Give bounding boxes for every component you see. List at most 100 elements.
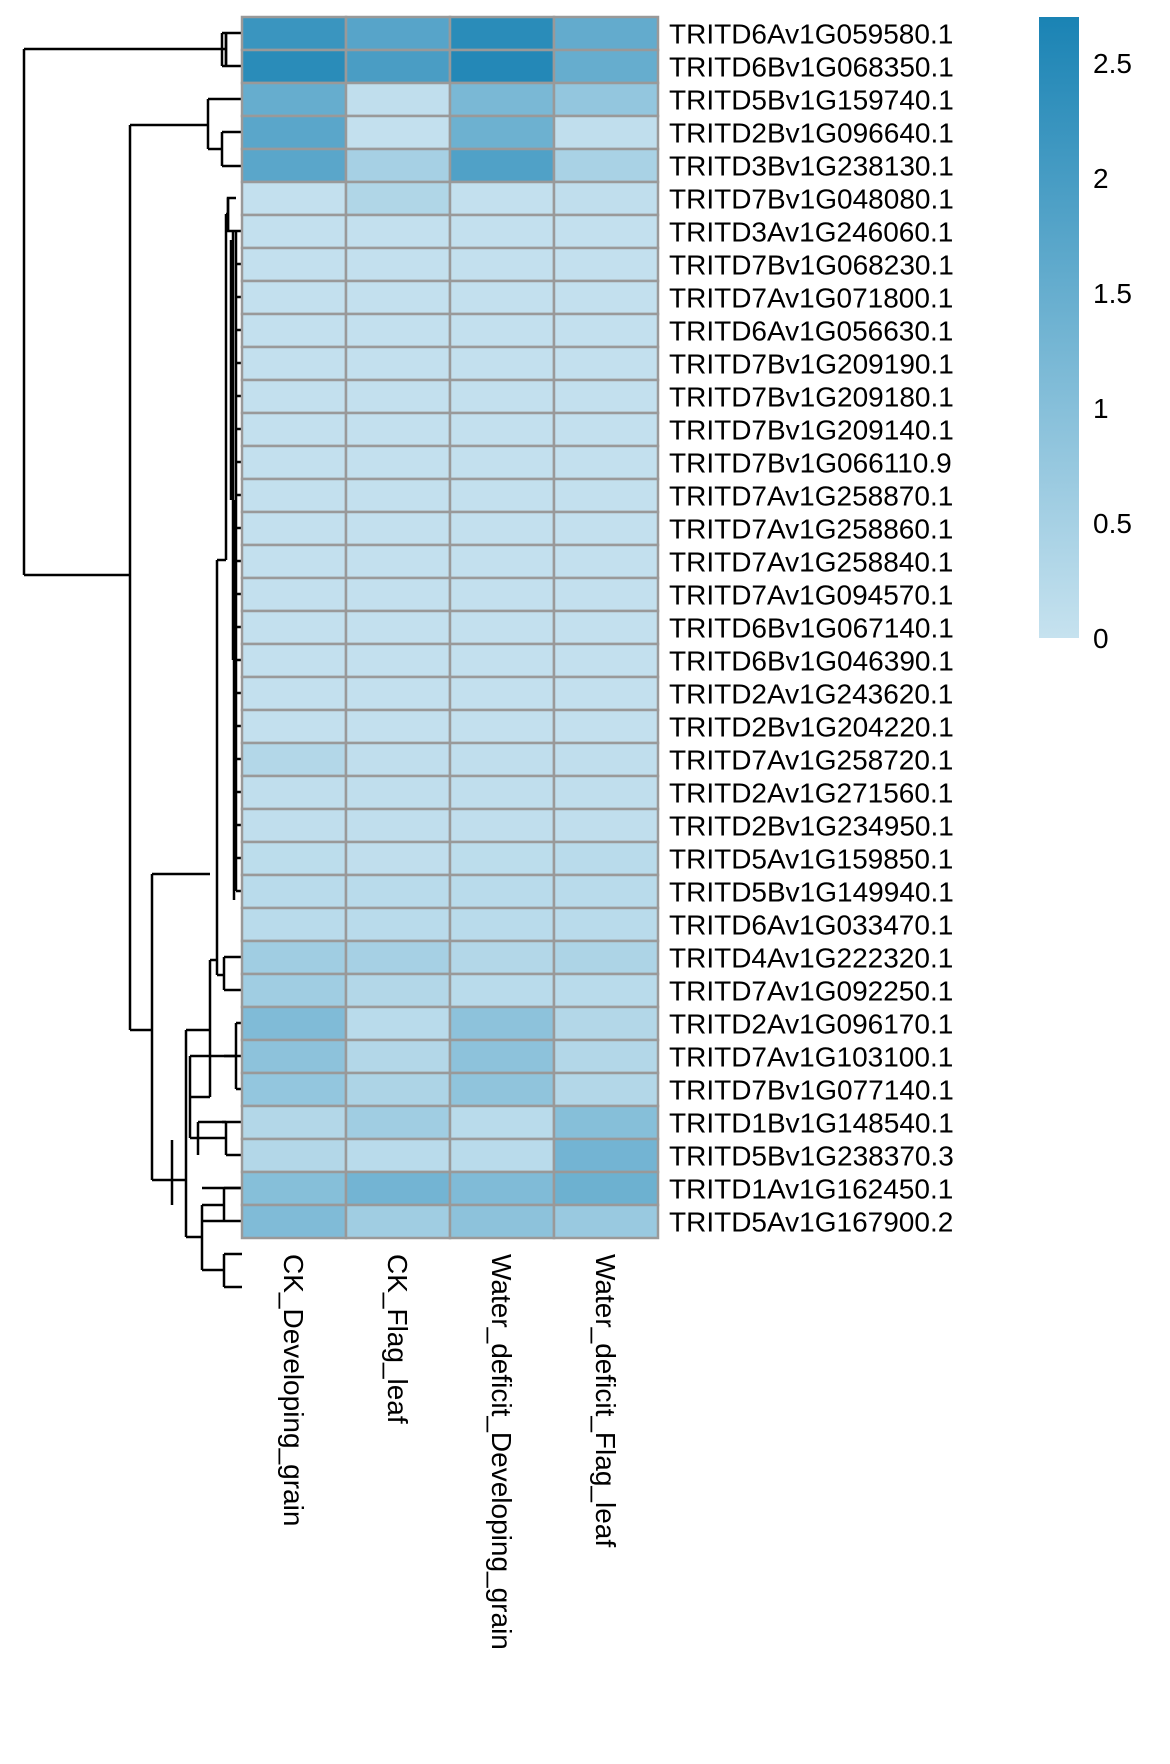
heatmap-cell	[448, 411, 556, 448]
heatmap-cell	[344, 444, 452, 481]
dendrogram-branch	[222, 955, 242, 992]
color-legend: 0 0.5 1 1.5 2 2.5	[1039, 17, 1132, 654]
heatmap-cell	[344, 675, 452, 712]
heatmap-cell	[552, 906, 660, 943]
heatmap-cell	[552, 1038, 660, 1075]
heatmap-cell	[240, 279, 348, 316]
row-label: TRITD6Bv1G068350.1	[669, 52, 954, 83]
heatmap-cell	[344, 510, 452, 547]
heatmap-cell	[344, 411, 452, 448]
heatmap-cell	[552, 378, 660, 415]
dendrogram-branch	[206, 97, 242, 151]
heatmap-cell	[448, 1038, 556, 1075]
heatmap-cell	[448, 1170, 556, 1207]
heatmap-cell	[448, 972, 556, 1009]
heatmap-cell	[240, 939, 348, 976]
heatmap-cell	[344, 477, 452, 514]
heatmap-cell	[240, 378, 348, 415]
heatmap-cell	[448, 48, 556, 85]
dendrogram-branch	[222, 1186, 242, 1223]
heatmap-cell	[240, 15, 348, 52]
heatmap-cell	[448, 345, 556, 382]
heatmap-cell	[552, 114, 660, 151]
row-label: TRITD2Av1G243620.1	[669, 679, 953, 710]
dendrogram-branch	[224, 1021, 242, 1091]
heatmap-cell	[552, 873, 660, 910]
heatmap-cell	[240, 1038, 348, 1075]
heatmap-cell	[240, 81, 348, 118]
heatmap-cell	[240, 840, 348, 877]
heatmap-cell	[552, 675, 660, 712]
heatmap-cell	[552, 576, 660, 613]
heatmap-cell	[240, 444, 348, 481]
heatmap-cell	[552, 840, 660, 877]
heatmap-cell	[552, 1137, 660, 1174]
row-label: TRITD1Av1G162450.1	[669, 1174, 953, 1205]
heatmap-cell	[448, 81, 556, 118]
heatmap-cell	[240, 411, 348, 448]
column-label: Water_deficit_Flag_leaf	[590, 1254, 621, 1547]
heatmap-cell	[344, 873, 452, 910]
dendrogram-branch	[215, 558, 226, 977]
heatmap-cell	[240, 477, 348, 514]
row-label: TRITD7Bv1G068230.1	[669, 250, 954, 281]
heatmap-cell	[448, 1137, 556, 1174]
row-label: TRITD7Bv1G209140.1	[669, 415, 954, 446]
heatmap-cell	[240, 675, 348, 712]
heatmap-cell	[448, 213, 556, 250]
row-label: TRITD7Bv1G066110.9	[669, 448, 952, 479]
heatmap-cell	[448, 708, 556, 745]
row-label: TRITD7Av1G092250.1	[669, 976, 953, 1007]
dendrogram-branch	[222, 33, 228, 66]
row-label: TRITD1Bv1G148540.1	[669, 1108, 954, 1139]
heatmap-cell	[344, 543, 452, 580]
heatmap-cell	[552, 972, 660, 1009]
heatmap-cell	[448, 147, 556, 184]
heatmap-cell	[448, 1203, 556, 1240]
heatmap-cell	[344, 1005, 452, 1042]
row-label: TRITD7Bv1G209180.1	[669, 382, 954, 413]
heatmap-cell	[240, 147, 348, 184]
heatmap-cell	[448, 939, 556, 976]
heatmap-cell	[552, 1104, 660, 1141]
dendrogram-branch	[222, 1252, 242, 1289]
heatmap-cell	[552, 15, 660, 52]
heatmap-cell	[240, 774, 348, 811]
dendrogram-branch	[150, 872, 210, 1182]
row-label: TRITD6Av1G056630.1	[669, 316, 953, 347]
dendrogram-branch	[128, 123, 208, 1032]
dendrogram-branch	[224, 198, 230, 560]
heatmap-cell	[448, 741, 556, 778]
heatmap-cell	[344, 345, 452, 382]
heatmap-cell	[240, 1005, 348, 1042]
heatmap-cell	[344, 213, 452, 250]
heatmap-cell	[344, 642, 452, 679]
heatmap-cell	[552, 1071, 660, 1108]
heatmap-cell	[552, 477, 660, 514]
row-dendrogram	[22, 31, 242, 1289]
heatmap-cell	[552, 510, 660, 547]
heatmap-cell	[448, 378, 556, 415]
heatmap-cell	[448, 510, 556, 547]
row-label: TRITD5Av1G159850.1	[669, 844, 953, 875]
heatmap-cell	[448, 807, 556, 844]
heatmap-cell	[448, 774, 556, 811]
heatmap-cell	[240, 906, 348, 943]
dendrogram-branch	[224, 1120, 242, 1157]
heatmap-cell	[344, 906, 452, 943]
row-label: TRITD5Av1G167900.2	[669, 1207, 953, 1238]
heatmap-cell	[344, 1104, 452, 1141]
heatmap-cell	[240, 1137, 348, 1174]
column-labels: CK_Developing_grain CK_Flag_leaf Water_def…	[278, 1254, 621, 1650]
dendrogram-branch	[202, 1186, 242, 1223]
heatmap-cell	[240, 708, 348, 745]
row-label: TRITD4Av1G222320.1	[669, 943, 953, 974]
heatmap-cell	[552, 81, 660, 118]
heatmap-cell	[552, 411, 660, 448]
heatmap-cell	[448, 246, 556, 283]
dendrogram-branch	[190, 958, 217, 1099]
heatmap-cell	[448, 906, 556, 943]
heatmap-cell	[448, 576, 556, 613]
heatmap-cell	[552, 345, 660, 382]
row-label: TRITD7Av1G094570.1	[669, 580, 953, 611]
